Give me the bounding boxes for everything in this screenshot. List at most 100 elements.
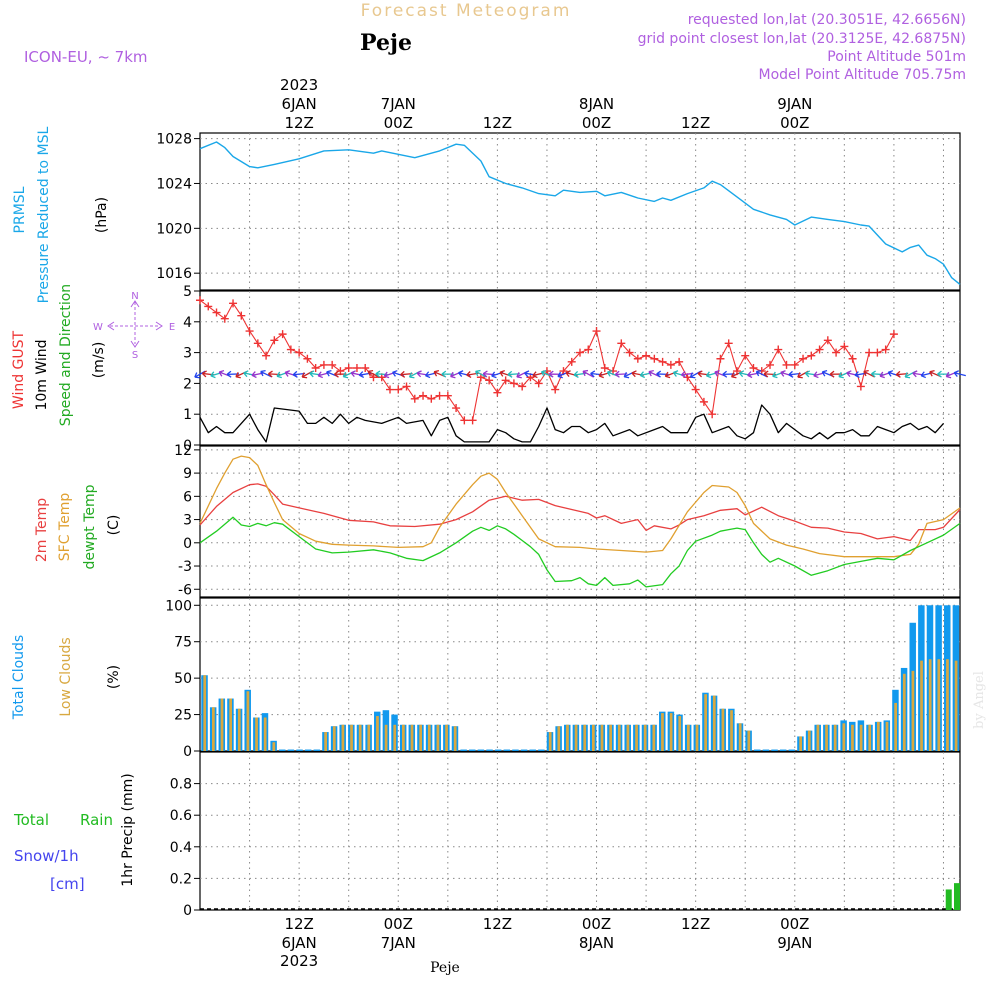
low-cloud-bar — [721, 708, 725, 751]
wind-arrow — [664, 371, 677, 379]
wind-unit: (m/s) — [91, 342, 107, 379]
pressure-unit: (hPa) — [94, 197, 110, 233]
grid-lines — [200, 133, 960, 910]
y-tick-label: 3 — [183, 346, 192, 362]
gust-point — [675, 357, 684, 366]
low-cloud-bar — [911, 670, 915, 751]
low-cloud-bar — [643, 724, 647, 751]
precip-unit: 1hr Precip (mm) — [120, 773, 136, 886]
wind-arrow — [450, 371, 462, 379]
gust-point — [576, 348, 584, 357]
bottom-time-label: 6JAN — [282, 934, 317, 952]
low-cloud-bar — [885, 721, 889, 751]
total-cloud-bar — [460, 749, 467, 751]
panel-frame — [199, 597, 961, 752]
pressure-reduced-label: Pressure Reduced to MSL — [36, 126, 52, 303]
gust-point — [749, 364, 758, 372]
precip-panel — [200, 883, 960, 910]
low-cloud-bar — [376, 716, 379, 751]
gust-point — [716, 354, 725, 363]
gust-point — [832, 348, 841, 357]
bottom-time-label: 7JAN — [381, 934, 416, 952]
gust-point — [452, 404, 461, 413]
y-tick-label: 9 — [183, 466, 192, 482]
y-tick-label: 1028 — [156, 132, 192, 148]
wind-arrow — [235, 371, 248, 379]
temp-sfc-label: SFC Temp — [57, 493, 73, 562]
temp-unit: (C) — [106, 515, 122, 536]
temperature-panel — [199, 455, 961, 588]
wind-arrow-shape — [260, 369, 272, 378]
low-cloud-bar — [255, 717, 258, 751]
gust-point — [344, 364, 353, 372]
low-cloud-bar — [548, 732, 552, 751]
gust-point — [394, 385, 403, 394]
gust-point — [253, 339, 262, 348]
gust-point — [724, 339, 733, 348]
low-cloud-bar — [367, 724, 371, 751]
total-cloud-bar — [788, 749, 796, 751]
wind-arrow-shape — [755, 369, 768, 378]
bottom-time-label: 9JAN — [777, 934, 812, 952]
precip-cm-label: [cm] — [50, 875, 85, 893]
pressure-labels: PRMSL Pressure Reduced to MSL (hPa) — [12, 126, 110, 303]
credit: by Angel — [972, 671, 987, 729]
wind-arrow-shape — [235, 371, 248, 379]
gust-point — [361, 364, 370, 372]
gust-point — [262, 351, 271, 360]
wind-arrow-shape — [623, 370, 636, 379]
total-cloud-bar — [469, 749, 476, 751]
gust-point — [881, 345, 890, 354]
gust-point — [790, 360, 799, 369]
low-cloud-bar — [661, 713, 664, 751]
gust-point — [534, 379, 543, 388]
low-cloud-bar — [842, 723, 846, 751]
y-tick-label: 0.8 — [170, 777, 192, 793]
gust-point — [708, 410, 717, 419]
precip-rain-label: Rain — [80, 811, 113, 829]
low-cloud-bar — [747, 730, 751, 751]
gust-point — [592, 327, 601, 336]
total-cloud-bar — [494, 749, 502, 751]
model-altitude: Model Point Altitude 705.75m — [759, 67, 966, 83]
low-cloud-bar — [669, 713, 673, 751]
cloud-panel — [201, 605, 960, 751]
y-tick-label: 100 — [165, 598, 192, 614]
gust-point — [815, 345, 824, 354]
gust-point — [278, 330, 287, 339]
wind-arrow-shape — [664, 371, 677, 379]
total-cloud-bar — [287, 749, 295, 751]
wind-arrow — [772, 371, 785, 379]
precip-labels: Total Rain Snow/1h [cm] 1hr Precip (mm) — [13, 773, 136, 893]
gust-point — [699, 397, 708, 406]
wind-gust-label: Wind GUST — [11, 330, 27, 409]
requested-coords: requested lon,lat (20.3051E, 42.6656N) — [688, 12, 966, 28]
gust-point — [443, 391, 452, 400]
wind-arrow-shape — [276, 371, 289, 379]
gust-point — [460, 416, 469, 425]
wind-arrow — [755, 369, 768, 378]
temp-dew-line — [199, 516, 961, 588]
wind-arrow — [863, 369, 875, 378]
bottom-time-label: 2023 — [280, 952, 318, 970]
y-tick-label: 2 — [183, 376, 192, 392]
low-cloud-bar — [324, 732, 327, 751]
wind-arrow — [953, 370, 966, 377]
gust-point — [617, 339, 626, 348]
gust-point — [237, 311, 246, 320]
gust-point — [650, 354, 659, 363]
y-tick-label: 1016 — [156, 266, 192, 282]
total-cloud-bar — [313, 749, 321, 751]
temperature-labels: 2m Temp SFC Temp dewpt Temp (C) — [34, 484, 122, 569]
gust-point — [435, 391, 444, 400]
gust-point — [840, 342, 849, 351]
wind-arrow — [243, 370, 256, 378]
y-tick-label: 1024 — [156, 176, 192, 192]
gust-point — [419, 391, 428, 400]
panel-frame — [199, 290, 961, 446]
y-tick-label: 0 — [183, 744, 192, 760]
top-time-label: 8JAN — [579, 95, 614, 113]
top-time-label: 00Z — [780, 114, 809, 132]
low-cloud-bar — [384, 724, 388, 751]
